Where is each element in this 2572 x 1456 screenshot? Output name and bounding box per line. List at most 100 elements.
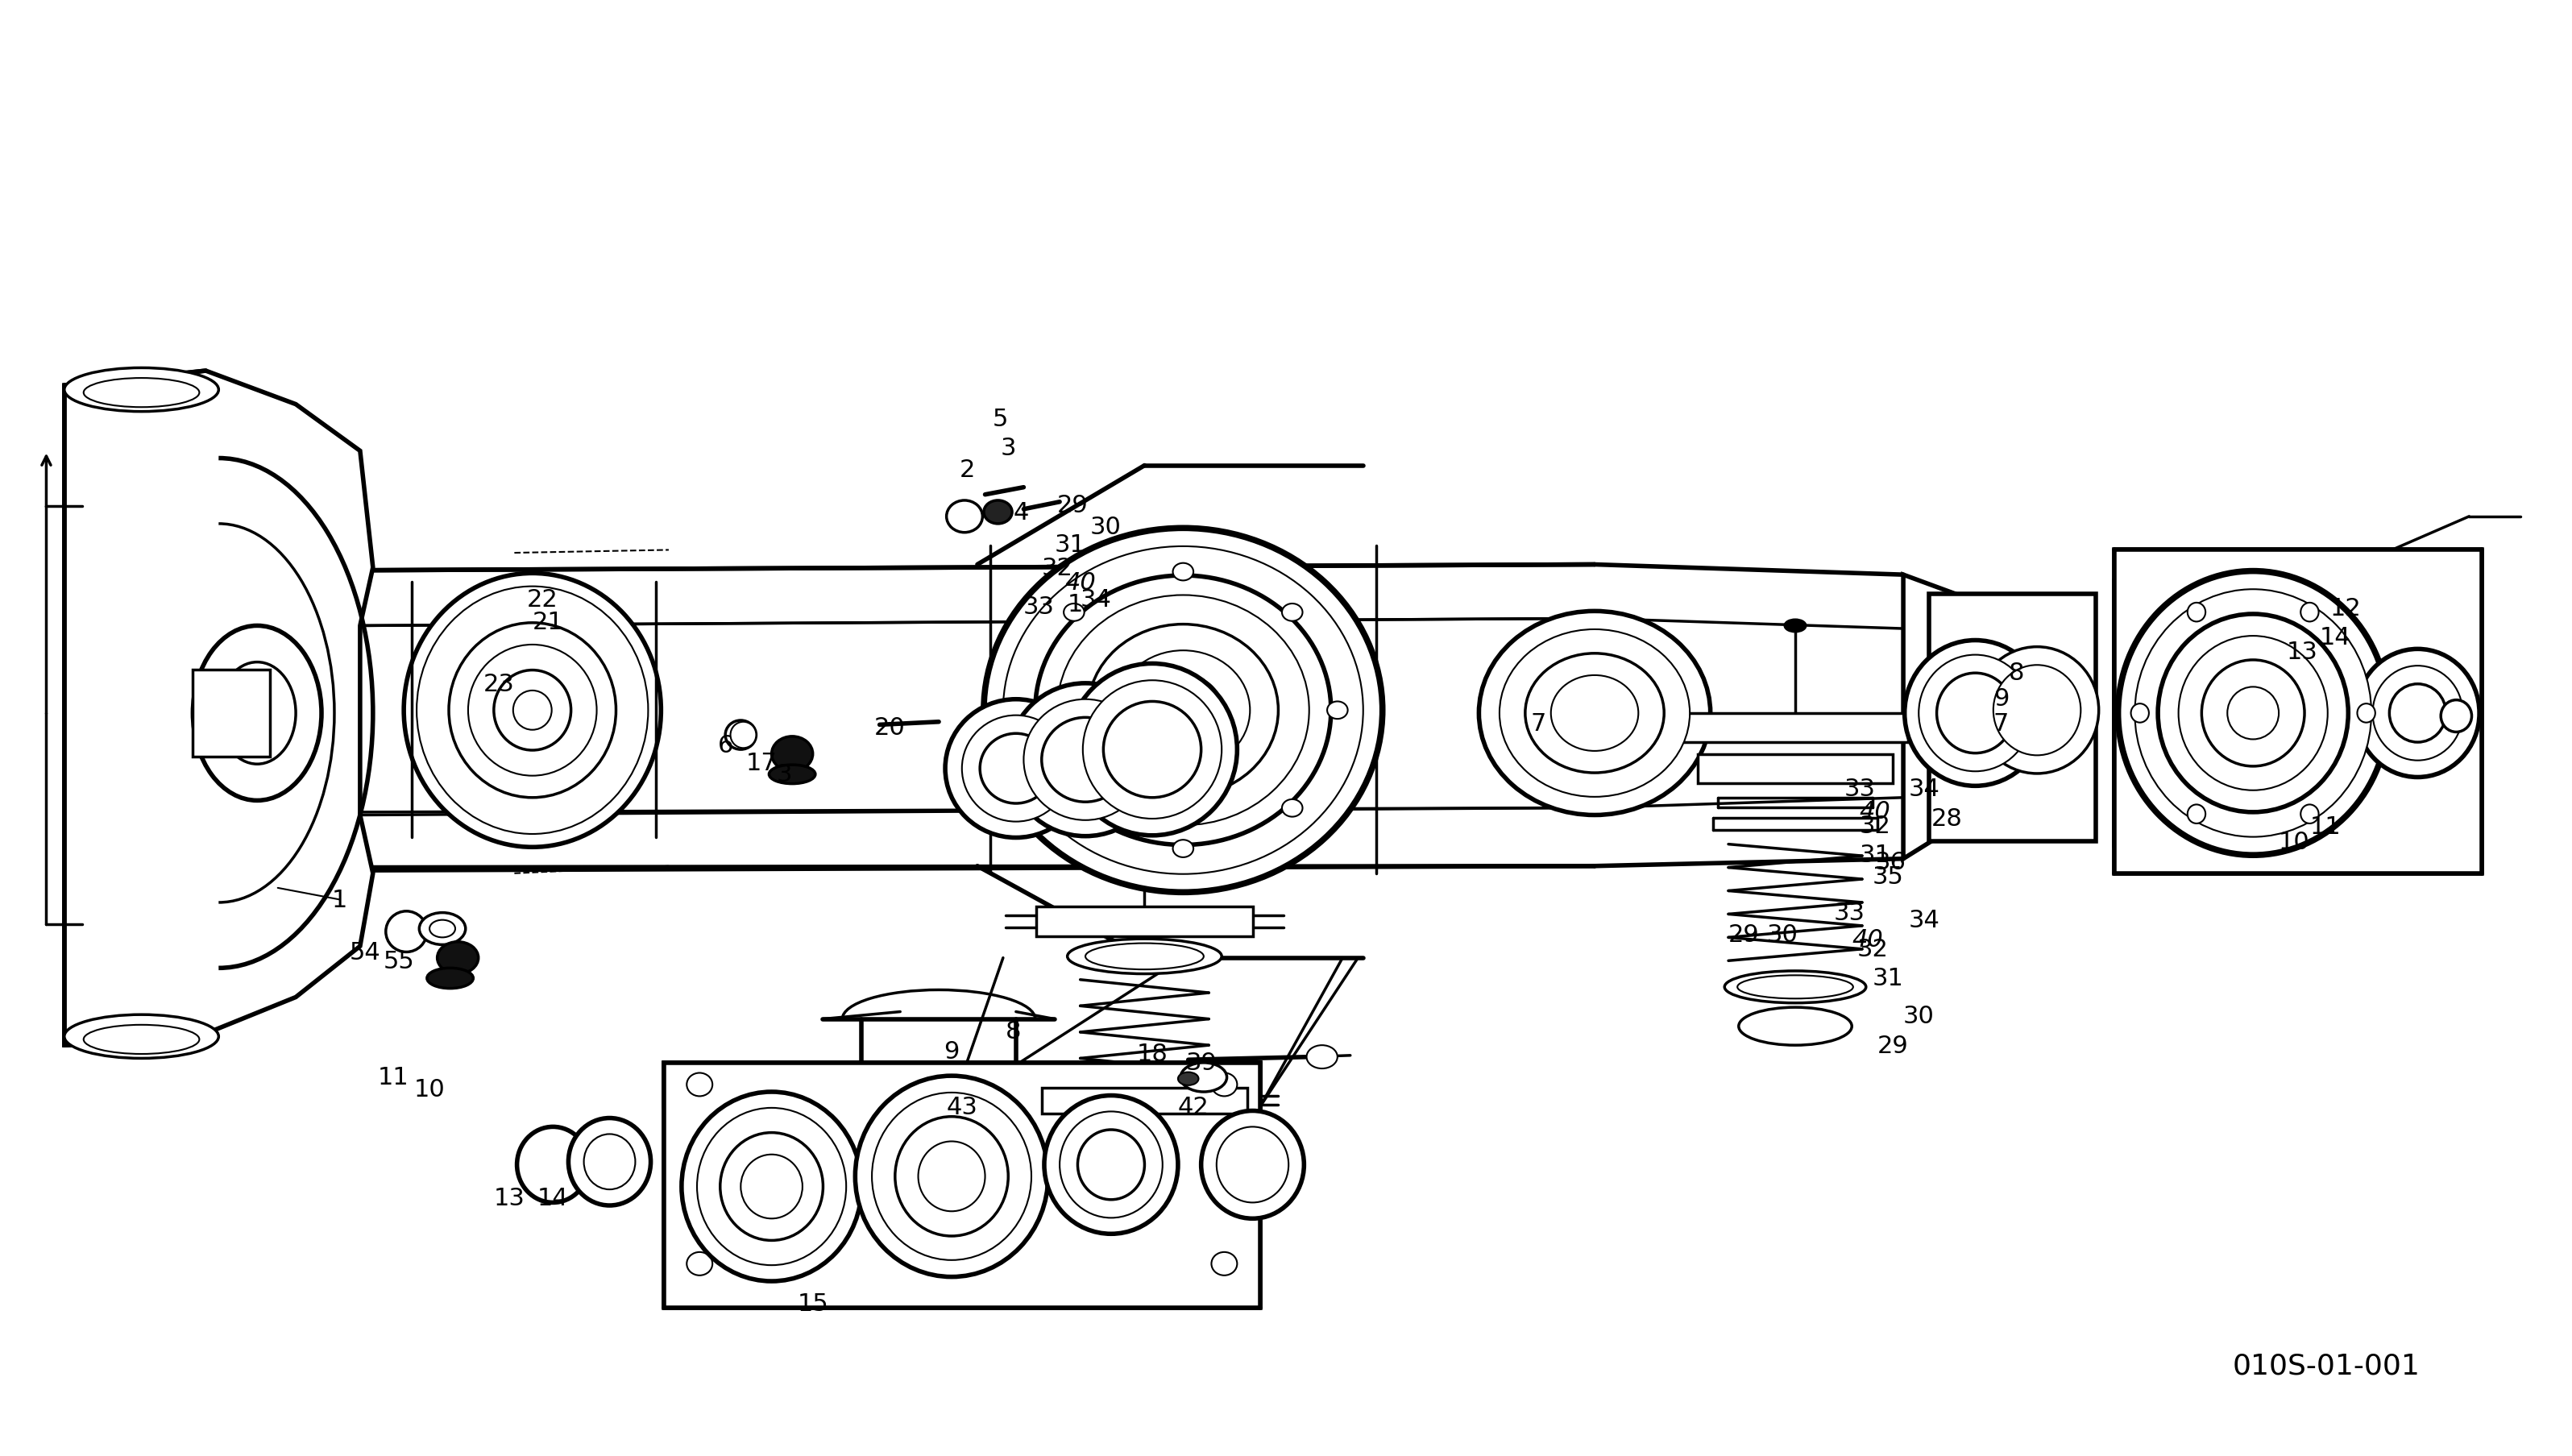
Ellipse shape: [517, 1127, 589, 1203]
Text: 34: 34: [1908, 909, 1939, 932]
Ellipse shape: [1173, 563, 1193, 581]
Ellipse shape: [2158, 614, 2348, 812]
Text: 7: 7: [1993, 712, 2009, 735]
Ellipse shape: [1785, 620, 1806, 632]
Ellipse shape: [962, 716, 1070, 821]
Ellipse shape: [983, 529, 1384, 893]
Ellipse shape: [512, 690, 550, 729]
Text: 54: 54: [350, 941, 381, 964]
Ellipse shape: [1903, 641, 2047, 786]
Text: 31: 31: [1055, 533, 1085, 556]
Polygon shape: [1903, 575, 1955, 859]
Ellipse shape: [2186, 805, 2204, 824]
Text: 2: 2: [959, 459, 975, 482]
Text: 010S-01-001: 010S-01-001: [2232, 1353, 2420, 1379]
Ellipse shape: [772, 737, 813, 772]
Polygon shape: [664, 1063, 1260, 1107]
Ellipse shape: [1217, 1127, 1289, 1203]
Text: 3: 3: [1001, 437, 1016, 460]
Ellipse shape: [1137, 1153, 1152, 1162]
Ellipse shape: [1975, 646, 2099, 775]
Ellipse shape: [468, 645, 597, 776]
Ellipse shape: [64, 368, 219, 412]
Ellipse shape: [1739, 1008, 1852, 1045]
Ellipse shape: [918, 1142, 985, 1211]
Ellipse shape: [769, 766, 815, 783]
Ellipse shape: [219, 662, 296, 764]
Text: 17: 17: [746, 751, 777, 775]
Ellipse shape: [404, 574, 661, 847]
Ellipse shape: [417, 587, 648, 834]
Ellipse shape: [1042, 718, 1129, 802]
Ellipse shape: [1937, 673, 2014, 754]
Ellipse shape: [1116, 651, 1250, 770]
Text: 14: 14: [538, 1187, 568, 1210]
Polygon shape: [360, 565, 1595, 871]
Ellipse shape: [1739, 976, 1852, 999]
Ellipse shape: [2227, 687, 2279, 740]
Bar: [664, 1063, 1260, 1307]
Ellipse shape: [682, 1092, 862, 1281]
Ellipse shape: [2130, 703, 2150, 722]
Ellipse shape: [720, 1133, 823, 1241]
Ellipse shape: [1173, 840, 1193, 858]
Text: 30: 30: [1091, 515, 1121, 539]
Ellipse shape: [2299, 805, 2320, 824]
Text: 1: 1: [1067, 593, 1083, 616]
Ellipse shape: [1088, 625, 1278, 796]
Text: 33: 33: [1834, 901, 1865, 925]
Ellipse shape: [584, 1134, 635, 1190]
Text: 35: 35: [1872, 865, 1903, 888]
Ellipse shape: [568, 1118, 651, 1206]
Ellipse shape: [1103, 702, 1201, 798]
Polygon shape: [1037, 907, 1253, 936]
Ellipse shape: [687, 1252, 712, 1275]
Ellipse shape: [1211, 1073, 1237, 1096]
Ellipse shape: [1065, 799, 1085, 817]
Ellipse shape: [895, 1117, 1008, 1236]
Ellipse shape: [437, 942, 478, 974]
Text: 15: 15: [797, 1291, 828, 1315]
Bar: [193, 670, 270, 757]
Text: 23: 23: [484, 673, 514, 696]
Ellipse shape: [1057, 596, 1309, 826]
Text: 33: 33: [1024, 596, 1055, 619]
Ellipse shape: [82, 1025, 201, 1054]
Text: 39: 39: [1186, 1051, 1217, 1075]
Ellipse shape: [427, 968, 473, 989]
Text: 30: 30: [1903, 1005, 1934, 1028]
Text: 21: 21: [532, 610, 563, 633]
Ellipse shape: [1723, 971, 1867, 1003]
Ellipse shape: [2371, 665, 2464, 760]
Ellipse shape: [1034, 575, 1332, 844]
Polygon shape: [360, 568, 1595, 658]
Ellipse shape: [1201, 1111, 1304, 1219]
Ellipse shape: [2135, 590, 2371, 837]
Bar: [1929, 594, 2096, 842]
Text: 9: 9: [944, 1040, 959, 1063]
Ellipse shape: [2299, 603, 2320, 622]
Text: 31: 31: [1872, 967, 1903, 990]
Ellipse shape: [2441, 700, 2472, 732]
Text: 8: 8: [1006, 1019, 1021, 1042]
Text: 8: 8: [2009, 661, 2024, 684]
Ellipse shape: [1525, 654, 1664, 773]
Ellipse shape: [697, 1108, 846, 1265]
Ellipse shape: [1307, 1045, 1337, 1069]
Ellipse shape: [1181, 1063, 1227, 1092]
Ellipse shape: [687, 1073, 712, 1096]
Text: 10: 10: [2279, 830, 2310, 853]
Ellipse shape: [1993, 665, 2081, 756]
Ellipse shape: [1003, 546, 1363, 874]
Polygon shape: [1682, 713, 1908, 743]
Text: 4: 4: [1013, 501, 1029, 524]
Ellipse shape: [2119, 571, 2389, 855]
Ellipse shape: [1137, 820, 1152, 830]
Ellipse shape: [2186, 603, 2204, 622]
Polygon shape: [64, 371, 373, 1045]
Ellipse shape: [64, 1015, 219, 1059]
Text: 29: 29: [1728, 923, 1759, 946]
Text: 10: 10: [414, 1077, 445, 1101]
Text: 40: 40: [1852, 927, 1883, 951]
Ellipse shape: [872, 1092, 1031, 1259]
